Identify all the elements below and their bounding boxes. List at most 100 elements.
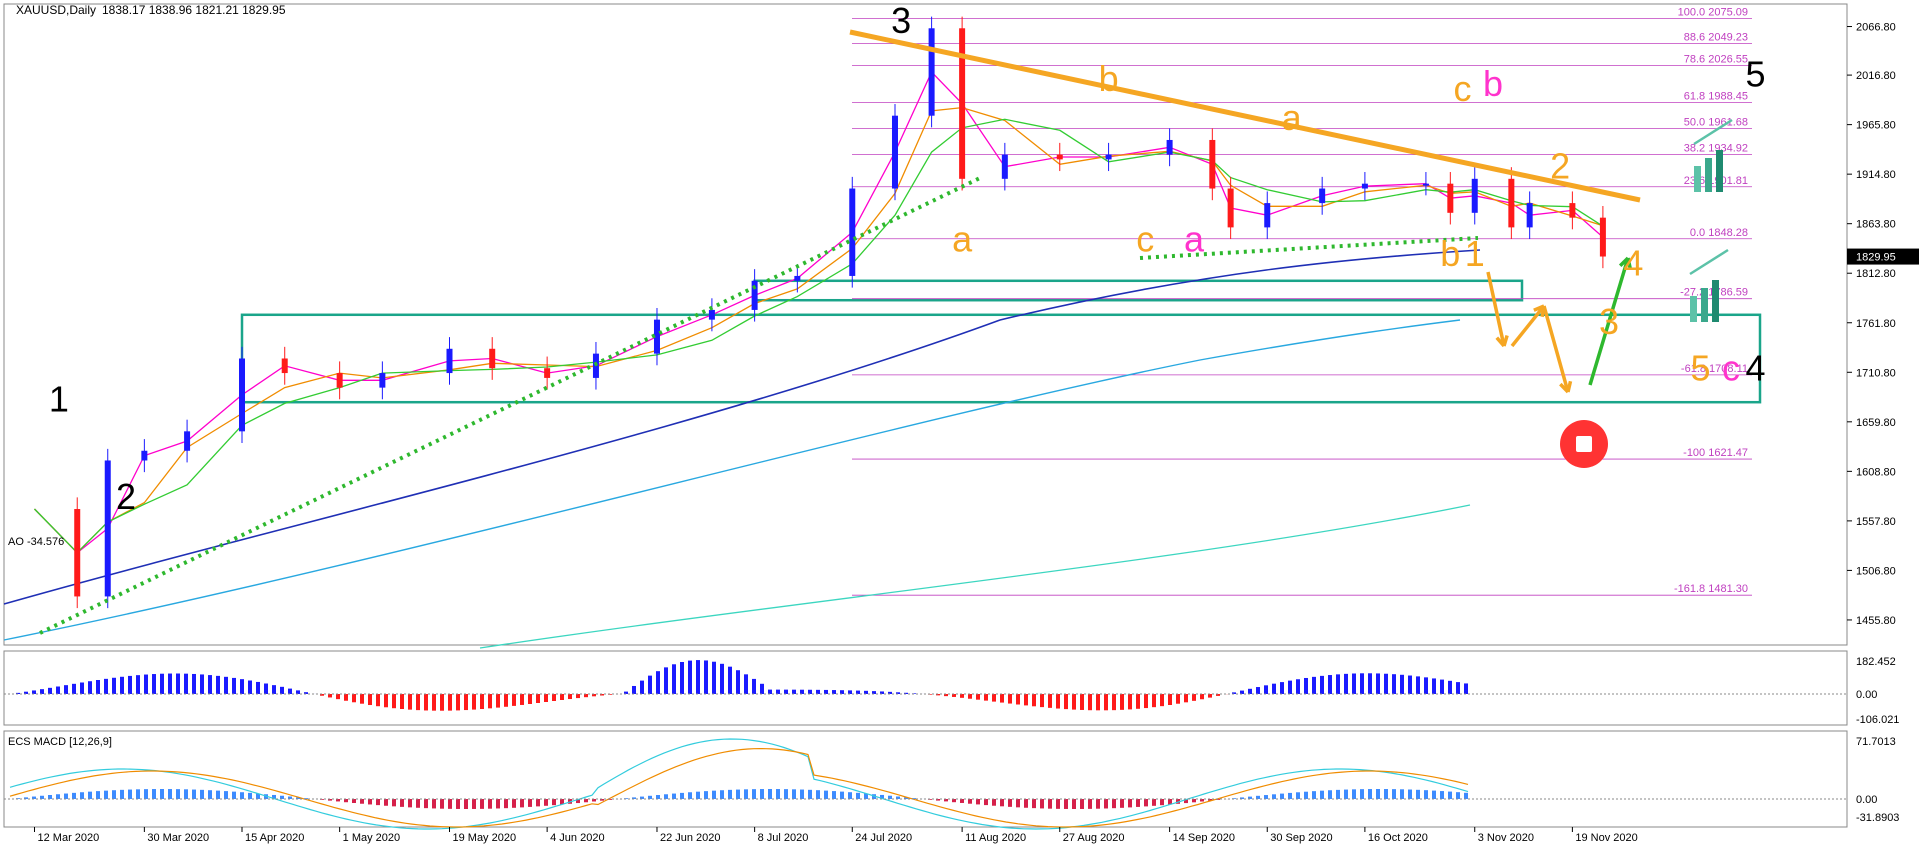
fibonacci-level-label: 23.6 1901.81: [1684, 175, 1748, 187]
price-axis-label: 1965.80: [1856, 120, 1896, 132]
ma-200-line: [3, 249, 1481, 605]
candle-body: [959, 28, 966, 179]
wave-label: 5: [1691, 348, 1711, 389]
candle-body: [751, 280, 758, 310]
fibonacci-level-label: 78.6 2026.55: [1684, 54, 1748, 66]
forecast-arrow-down-2-head: [1559, 380, 1573, 394]
candle-body: [141, 450, 148, 461]
support-zone-box: [240, 313, 1762, 404]
macd-axis-label: 71.7013: [1856, 736, 1896, 748]
candle-body: [1599, 217, 1606, 257]
wave-label: 2: [1550, 146, 1570, 187]
date-axis-label: 8 Jul 2020: [758, 832, 809, 844]
wave-label: 2: [116, 476, 136, 517]
forecast-arrow-up-2-head: [1618, 256, 1633, 270]
wave-label: b: [1440, 233, 1460, 274]
macd-axis-label: -31.8903: [1856, 812, 1899, 824]
candle-body: [544, 368, 551, 378]
forecast-arrow-down-2: [1542, 305, 1570, 393]
date-axis-label: 30 Sep 2020: [1270, 832, 1332, 844]
wave-label: a: [1282, 97, 1303, 138]
candle-body: [1209, 139, 1216, 189]
wave-label: c: [1136, 218, 1154, 259]
price-pane-frame: [3, 3, 1848, 646]
ma-400-line: [479, 504, 1471, 649]
fibonacci-level-label: 88.6 2049.23: [1684, 32, 1748, 44]
signal-bars-lower-bar: [1712, 280, 1719, 322]
price-axis-label: 2066.80: [1856, 22, 1896, 34]
wave-label: 1: [1465, 233, 1485, 274]
chart-symbol-title: XAUUSD,Daily: [16, 3, 96, 17]
candle-body: [1361, 183, 1368, 189]
candle-body: [1105, 154, 1112, 160]
fibonacci-level-label: 100.0 2075.09: [1678, 6, 1748, 18]
current-price-marker: [1847, 248, 1919, 265]
candle-body: [379, 373, 386, 388]
date-axis-label: 27 Aug 2020: [1063, 832, 1125, 844]
wave-label: b: [1483, 63, 1503, 104]
price-axis-label: 1914.80: [1856, 169, 1896, 181]
candle-body: [1166, 139, 1173, 155]
candle-body: [74, 509, 81, 597]
wave-label: a: [1184, 218, 1205, 259]
candle-body: [489, 348, 496, 369]
fibonacci-level-label: 50.0 1961.68: [1684, 117, 1748, 129]
fibonacci-level-label: -161.8 1481.30: [1674, 583, 1748, 595]
candle-body: [794, 275, 801, 281]
candle-body: [928, 28, 935, 116]
candle-body: [1471, 178, 1478, 213]
macd-pane-frame: [3, 730, 1848, 828]
macd-signal-line: [9, 747, 1469, 828]
macd-line: [9, 738, 1469, 830]
price-axis-label: 2016.80: [1856, 70, 1896, 82]
date-axis-label: 30 Mar 2020: [147, 832, 209, 844]
price-axis-label: 1659.80: [1856, 417, 1896, 429]
wave-label: b: [1099, 58, 1119, 99]
wave-label: a: [952, 218, 973, 259]
candle-body: [1526, 203, 1533, 228]
price-axis-label: 1608.80: [1856, 466, 1896, 478]
signal-bars-upper-bar: [1694, 166, 1701, 192]
candle-body: [1264, 203, 1271, 228]
wave-label: 4: [1623, 243, 1643, 284]
date-axis-label: 15 Apr 2020: [245, 832, 304, 844]
wave-label: 3: [1599, 301, 1619, 342]
ao-axis-label: -106.021: [1856, 714, 1899, 726]
macd-axis-label: 0.00: [1856, 794, 1877, 806]
signal-bars-upper-bar: [1705, 158, 1712, 192]
date-axis-label: 4 Jun 2020: [550, 832, 604, 844]
candle-body: [281, 358, 288, 374]
candle-body: [336, 373, 343, 388]
wave-label: 1: [49, 379, 69, 420]
forecast-arrow-down-1-head: [1495, 334, 1509, 348]
wave-label: c: [1722, 348, 1740, 389]
ao-axis-label: 0.00: [1856, 689, 1877, 701]
candle-body: [1508, 178, 1515, 228]
candle-body: [184, 431, 191, 451]
fibonacci-level-label: 61.8 1988.45: [1684, 91, 1748, 103]
candle-body: [1227, 188, 1234, 228]
price-axis-label: 1710.80: [1856, 367, 1896, 379]
date-axis-label: 19 Nov 2020: [1575, 832, 1637, 844]
date-axis-label: 12 Mar 2020: [38, 832, 100, 844]
signal-bars-lower-bar: [1701, 288, 1708, 322]
fibonacci-level-label: -100 1621.47: [1683, 447, 1748, 459]
price-axis-label: 1863.80: [1856, 219, 1896, 231]
candle-body: [1447, 183, 1454, 213]
support-dotted-line: [1139, 236, 1479, 260]
date-axis-label: 1 May 2020: [343, 832, 400, 844]
ao-pane-frame: [3, 650, 1848, 726]
ma-300-line: [3, 319, 1461, 641]
signal-bars-lower-bar: [1690, 296, 1697, 322]
chart-axes: 2066.80 2016.80 1965.80 1914.80 1863.80 1812.…: [34, 22, 1919, 844]
ao-axis-label: 182.452: [1856, 656, 1896, 668]
candle-body: [446, 348, 453, 374]
candle-body: [1319, 188, 1326, 204]
price-axis-label: 1455.80: [1856, 615, 1896, 627]
signal-bars-upper-arrow: [1693, 118, 1733, 146]
forecast-arrow-down-1: [1486, 271, 1506, 347]
current-price-label: 1829.95: [1856, 252, 1896, 264]
candle-body: [1569, 203, 1576, 218]
macd-indicator-label: ECS MACD [12,26,9]: [8, 736, 112, 748]
